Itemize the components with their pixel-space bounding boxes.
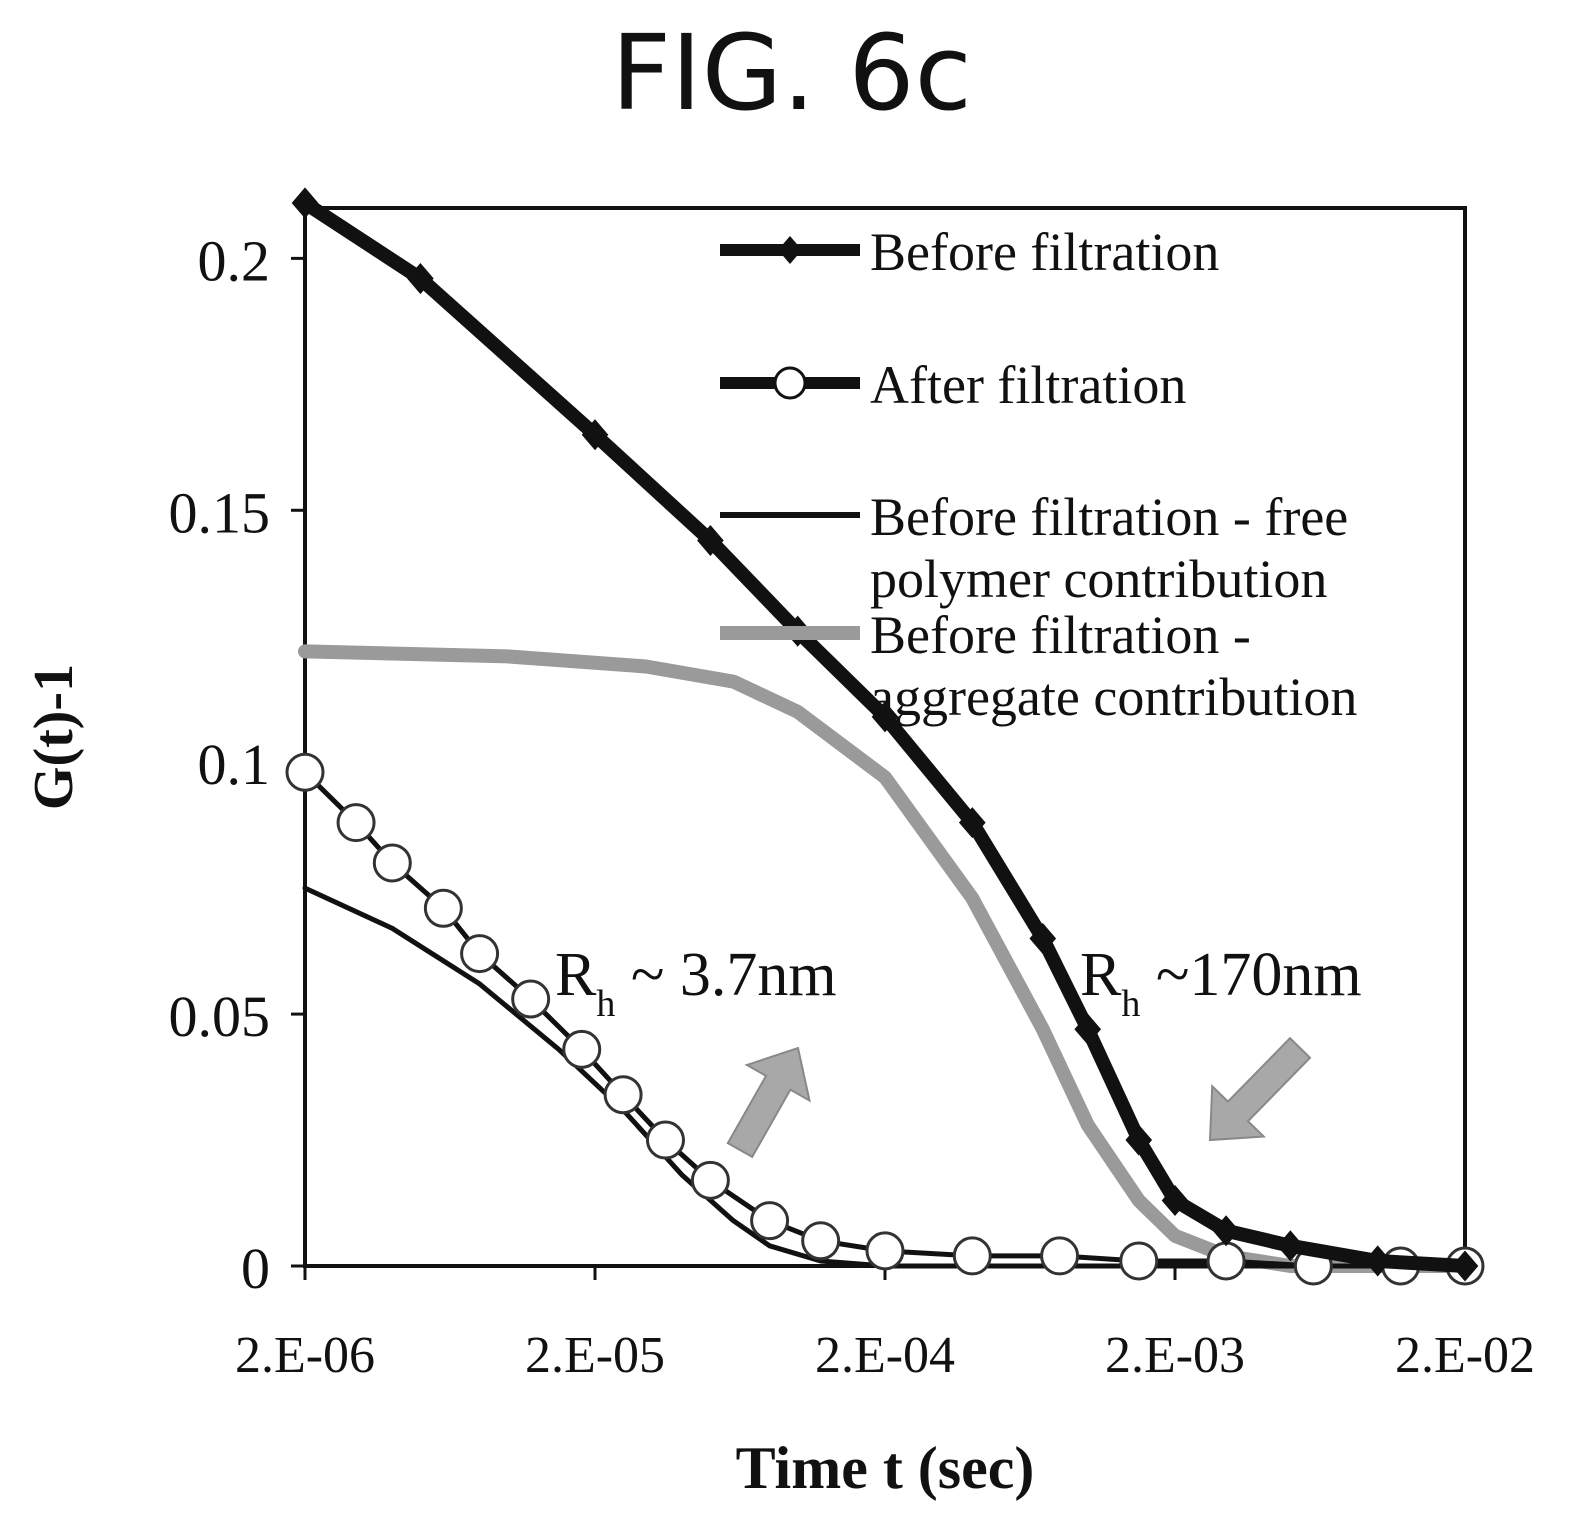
annotation-arrow xyxy=(1208,1036,1312,1142)
data-point xyxy=(460,934,500,974)
annotations-layer: Rh ~ 3.7nm Rh ~170nm xyxy=(555,941,1362,1159)
annotation-arrow xyxy=(726,1046,811,1159)
data-point xyxy=(291,187,319,219)
data-point xyxy=(750,1201,790,1241)
x-axis-ticks: 2.E-06 2.E-05 2.E-04 2.E-03 2.E-02 xyxy=(235,1266,1535,1384)
data-point xyxy=(603,1075,643,1115)
series-1 xyxy=(285,752,1485,1286)
series-line xyxy=(302,885,1468,1269)
data-point xyxy=(958,807,986,839)
series-0 xyxy=(291,187,1479,1282)
series-line xyxy=(302,769,1468,1269)
data-point xyxy=(407,262,434,295)
rh-annotation-label: Rh ~ 3.7nm xyxy=(555,941,837,1025)
legend-swatch-marker xyxy=(773,366,807,400)
legend-label: Before filtration - free polymer contribu… xyxy=(870,487,1348,609)
x-tick-label: 2.E-06 xyxy=(235,1327,375,1384)
data-point xyxy=(1040,1236,1080,1276)
figure-label: FIG. 6c xyxy=(611,12,972,134)
x-tick-label: 2.E-03 xyxy=(1105,1327,1245,1384)
data-point xyxy=(1029,922,1057,955)
y-tick-label: 0.15 xyxy=(169,480,271,545)
data-point xyxy=(871,701,899,733)
x-axis-label: Time t (sec) xyxy=(736,1435,1035,1501)
data-point xyxy=(801,1221,841,1261)
legend-entry: Before filtration - free polymer contribu… xyxy=(720,487,1348,609)
data-point xyxy=(1125,1124,1153,1156)
data-point xyxy=(645,1120,685,1160)
data-point xyxy=(1074,1013,1102,1045)
data-point xyxy=(1119,1241,1159,1281)
data-point xyxy=(423,888,463,928)
legend-entry: Before filtration -aggregate contributio… xyxy=(720,605,1357,727)
legend-entry: After filtration xyxy=(720,355,1186,415)
data-point xyxy=(1206,1241,1246,1281)
y-tick-label: 0.1 xyxy=(198,732,271,797)
data-point xyxy=(285,752,325,792)
y-tick-label: 0.05 xyxy=(169,984,271,1049)
series-2 xyxy=(302,885,1468,1269)
y-axis-ticks: 0 0.05 0.1 0.15 0.2 xyxy=(169,228,305,1301)
data-point xyxy=(952,1236,992,1276)
data-point xyxy=(562,1029,602,1069)
data-point xyxy=(372,843,412,883)
data-point xyxy=(336,803,376,843)
legend-swatch-marker xyxy=(778,236,802,264)
y-tick-label: 0.2 xyxy=(198,228,271,293)
x-tick-label: 2.E-02 xyxy=(1395,1327,1535,1384)
y-axis-label: G(t)-1 xyxy=(23,664,85,810)
x-tick-label: 2.E-05 xyxy=(525,1327,665,1384)
data-point xyxy=(581,419,609,451)
data-point xyxy=(1277,1230,1304,1262)
rh-annotation-label: Rh ~170nm xyxy=(1080,941,1362,1025)
data-point xyxy=(1364,1245,1392,1277)
x-tick-label: 2.E-04 xyxy=(815,1327,955,1384)
legend-entry: Before filtration xyxy=(720,222,1219,282)
legend-label: Before filtration xyxy=(870,222,1219,282)
legend-label: After filtration xyxy=(870,355,1186,415)
data-point xyxy=(1212,1215,1240,1247)
data-point xyxy=(865,1231,905,1271)
legend-label: Before filtration -aggregate contributio… xyxy=(870,605,1357,727)
data-point xyxy=(697,524,724,557)
series-layer xyxy=(285,187,1485,1286)
data-point xyxy=(511,979,551,1019)
legend: Before filtration After filtration Before … xyxy=(720,222,1357,727)
data-point xyxy=(1451,1250,1479,1282)
data-point xyxy=(690,1160,730,1200)
data-point xyxy=(1161,1184,1189,1217)
y-tick-label: 0 xyxy=(241,1236,270,1301)
